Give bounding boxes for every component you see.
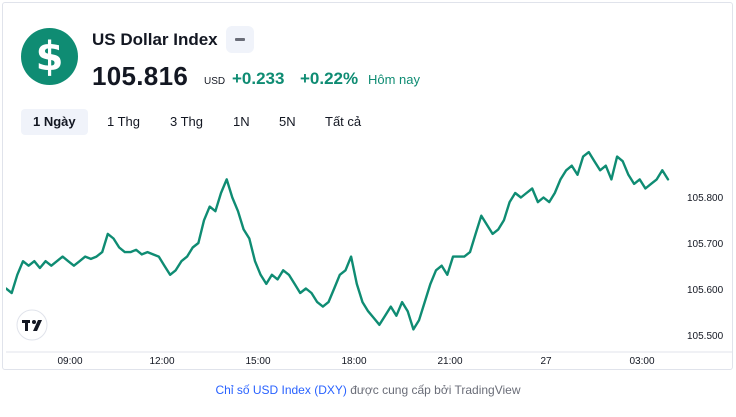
tradingview-logo-stem	[25, 320, 28, 331]
y-tick-label: 105.600	[687, 285, 724, 296]
tab-5-years[interactable]: 5N	[279, 114, 296, 129]
price-chart[interactable]: 105.800 105.700 105.600 105.500 09:00 12:00 15…	[6, 143, 732, 371]
y-tick-label: 105.700	[687, 239, 724, 250]
x-tick-label: 27	[540, 356, 552, 367]
tab-1-year[interactable]: 1N	[233, 114, 250, 129]
tradingview-logo-icon	[16, 309, 48, 341]
attribution-link[interactable]: Chỉ số USD Index (DXY)	[215, 383, 347, 397]
currency-label: USD	[204, 76, 226, 87]
session-label: Hôm nay	[368, 72, 421, 87]
minus-icon	[235, 38, 245, 41]
price-line	[6, 150, 670, 331]
attribution: Chỉ số USD Index (DXY) được cung cấp bởi…	[0, 383, 736, 397]
minus-button[interactable]	[226, 26, 254, 53]
tab-3-months[interactable]: 3 Thg	[170, 114, 204, 129]
symbol-overview-widget: $ US Dollar Index 105.816 USD +0.233 +0.…	[2, 2, 733, 370]
x-tick-label: 12:00	[149, 356, 174, 367]
x-tick-label: 15:00	[245, 356, 270, 367]
tab-all[interactable]: Tất cả	[325, 114, 362, 129]
x-tick-label: 09:00	[57, 356, 82, 367]
tab-1-day[interactable]: 1 Ngày	[21, 109, 88, 135]
x-tick-label: 18:00	[341, 356, 366, 367]
x-tick-label: 21:00	[437, 356, 462, 367]
price-change: +0.233	[232, 69, 285, 88]
last-price: 105.816	[92, 61, 189, 91]
tradingview-logo-slash	[33, 320, 42, 331]
x-tick-label: 03:00	[629, 356, 654, 367]
y-tick-label: 105.500	[687, 331, 724, 342]
symbol-name[interactable]: US Dollar Index	[92, 30, 218, 49]
price-change-percent: +0.22%	[300, 69, 359, 88]
dollar-symbol: $	[35, 33, 64, 80]
tab-1-month[interactable]: 1 Thg	[107, 114, 141, 129]
tradingview-logo-dot	[32, 320, 36, 324]
y-tick-label: 105.800	[687, 193, 724, 204]
attribution-suffix: được cung cấp bởi TradingView	[350, 383, 521, 397]
dollar-logo-icon: $	[21, 28, 78, 85]
